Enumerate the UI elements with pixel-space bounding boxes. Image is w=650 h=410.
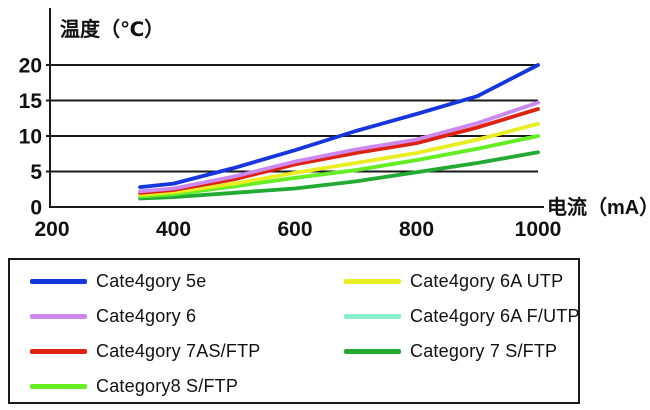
legend-swatch <box>344 314 401 319</box>
legend-swatch <box>30 349 87 354</box>
series-line-cate4gory-6 <box>138 100 540 194</box>
y-tick-label-5: 5 <box>30 161 42 184</box>
temperature-vs-current-chart: 0 5 10 15 20 200 400 600 800 1000 温度（℃） 电流（mA） <box>19 8 650 241</box>
legend-item: Cate4gory 6 <box>30 299 260 334</box>
series-line-category8-s-ftp <box>138 134 540 199</box>
legend-label: Cate4gory 6A UTP <box>410 271 564 291</box>
legend-item: Cate4gory 6A UTP <box>344 264 580 299</box>
y-tick-label-15: 15 <box>19 90 43 113</box>
x-tick-label-1000: 1000 <box>515 218 562 241</box>
x-tick-label-800: 800 <box>399 218 434 241</box>
legend-swatch <box>344 279 401 284</box>
legend-label: Cate4gory 6 <box>96 306 197 326</box>
x-tick-label-200: 200 <box>34 218 69 241</box>
legend-item: Category 7 S/FTP <box>344 334 580 369</box>
legend-label: Cate4gory 5e <box>96 271 207 291</box>
legend-item: Cate4gory 5e <box>30 264 260 299</box>
legend-swatch <box>30 279 87 284</box>
y-tick-label-10: 10 <box>19 126 42 149</box>
legend-item: Cate4gory 7AS/FTP <box>30 334 260 369</box>
legend-item: Cate4gory 6A F/UTP <box>344 299 580 334</box>
legend-swatch <box>30 384 87 389</box>
y-tick-label-0: 0 <box>30 197 42 220</box>
y-axis-title: 温度（℃） <box>60 17 164 41</box>
y-tick-label-20: 20 <box>19 55 42 78</box>
legend-label: Cate4gory 7AS/FTP <box>96 341 261 361</box>
legend-item: Category8 S/FTP <box>30 369 260 404</box>
legend-label: Cate4gory 6A F/UTP <box>410 306 580 326</box>
x-tick-label-600: 600 <box>277 218 312 241</box>
legend-column-left: Cate4gory 5e Cate4gory 6 Cate4gory 7AS/FTP… <box>30 264 260 404</box>
legend-swatch <box>30 314 87 319</box>
series-line-category-7-s-ftp <box>138 150 540 201</box>
series-line-cate4gory-5e <box>138 63 540 190</box>
series-line-cate4gory-6a-utp <box>138 122 540 197</box>
legend-column-right: Cate4gory 6A UTP Cate4gory 6A F/UTP Catego… <box>344 264 580 369</box>
legend-label: Category8 S/FTP <box>96 376 239 396</box>
legend-label: Category 7 S/FTP <box>410 341 558 361</box>
legend-box: Cate4gory 5e Cate4gory 6 Cate4gory 7AS/FTP… <box>8 258 580 404</box>
legend-swatch <box>344 349 401 354</box>
x-axis-title: 电流（mA） <box>547 195 650 219</box>
x-tick-label-400: 400 <box>156 218 191 241</box>
